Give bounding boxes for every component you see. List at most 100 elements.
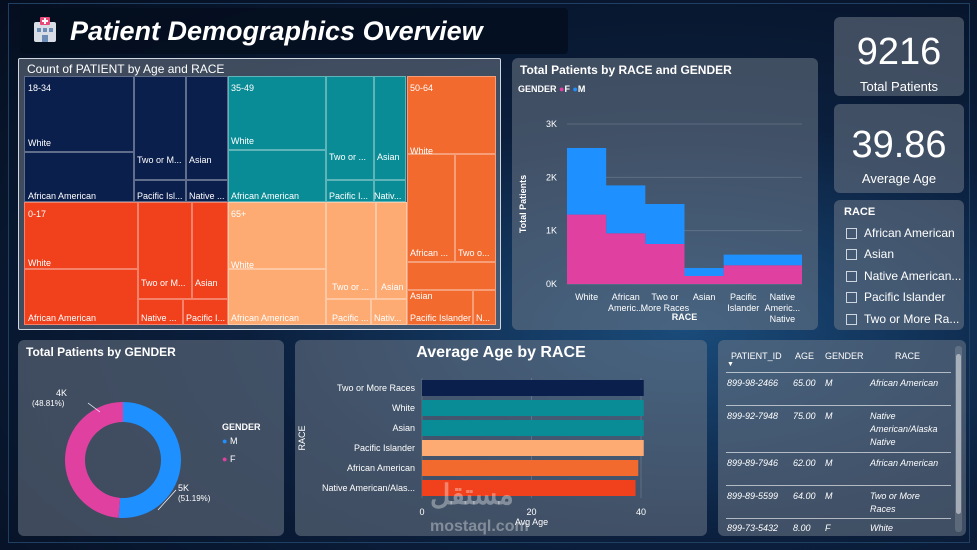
slicer-item[interactable]: African American	[846, 226, 955, 240]
avg-age-title: Average Age by RACE	[416, 344, 586, 361]
col-header-age[interactable]: AGE	[795, 351, 815, 361]
treemap-cell[interactable]	[326, 76, 374, 180]
slicer-item-label: Two or More Ra...	[864, 312, 960, 326]
x-tick-label: 40	[636, 507, 646, 517]
x-tick-label: 20	[526, 507, 536, 517]
scrollbar-thumb[interactable]	[956, 354, 961, 514]
treemap-cell-label: Pacific Islander	[410, 313, 472, 323]
treemap-cell[interactable]	[473, 290, 496, 325]
kpi-total-patients[interactable]: 9216 Total Patients	[834, 17, 964, 96]
treemap-cell[interactable]	[183, 299, 228, 325]
checkbox[interactable]	[846, 291, 857, 303]
kpi-label: Total Patients	[859, 79, 939, 94]
slicer-item-label: Pacific Islander	[864, 290, 946, 304]
header-bar: Patient Demographics Overview	[20, 8, 568, 54]
treemap-cell[interactable]	[134, 180, 186, 202]
x-tick-label: Native	[770, 314, 796, 324]
treemap-cell-label: Pacific I...	[329, 191, 369, 201]
avg-age-panel[interactable]: Average Age by RACE 0 20 40 Two or More Rac…	[295, 340, 707, 536]
row-divider	[726, 452, 951, 453]
treemap-group-label: 50-64	[410, 83, 434, 93]
treemap-cell-label: African American	[231, 313, 300, 323]
treemap-cell[interactable]	[24, 76, 134, 152]
treemap-cell[interactable]	[186, 76, 228, 180]
col-header-race[interactable]: RACE	[895, 351, 921, 361]
avg-age-chart[interactable]: 0 20 40 Two or More Races White Asian Pacific …	[295, 340, 707, 536]
treemap-cell[interactable]	[186, 180, 228, 202]
x-tick-label: White	[575, 292, 598, 302]
sort-desc-icon[interactable]: ▼	[727, 361, 734, 368]
cell-gender: F	[825, 523, 831, 533]
kpi-average-age[interactable]: 39.86 Average Age	[834, 104, 964, 193]
treemap-group-label: 18-34	[28, 83, 52, 93]
cell-age: 75.00	[793, 411, 816, 421]
checkbox[interactable]	[846, 248, 857, 260]
treemap-cell-label: Two or ...	[332, 282, 370, 292]
treemap-cell-label: Native ...	[141, 313, 177, 323]
treemap-cell[interactable]	[228, 269, 326, 325]
x-tick-label: African	[612, 292, 640, 302]
race-gender-panel[interactable]: Total Patients by RACE and GENDER GENDER…	[512, 58, 818, 330]
checkbox[interactable]	[846, 313, 857, 325]
treemap-cell-label: African American	[28, 313, 97, 323]
treemap-cell[interactable]	[407, 76, 496, 154]
treemap-cell-label: Pacific Isl...	[137, 191, 183, 201]
table-scrollbar[interactable]	[955, 346, 962, 532]
leader-line	[157, 489, 177, 511]
col-header-patient-id[interactable]: PATIENT_ID	[731, 351, 782, 361]
treemap-cell-label: Asian	[377, 152, 400, 162]
treemap-cell-label: White	[28, 258, 52, 268]
legend-label-f: F	[229, 454, 236, 464]
treemap-cell[interactable]	[326, 202, 376, 299]
treemap-cell[interactable]	[138, 299, 183, 325]
treemap-cell-label: White	[231, 136, 255, 146]
treemap-cell[interactable]	[407, 262, 496, 290]
x-tick-label: Americ...	[765, 303, 801, 313]
treemap-cell[interactable]	[24, 202, 138, 269]
treemap-cell[interactable]	[228, 76, 326, 150]
treemap-cell[interactable]	[24, 269, 138, 325]
treemap-cell-label: White	[410, 146, 434, 156]
gender-donut-chart[interactable]	[18, 340, 284, 536]
checkbox[interactable]	[846, 270, 857, 282]
treemap-cell[interactable]	[455, 154, 496, 262]
treemap-cell[interactable]	[24, 152, 134, 202]
y-axis-title: Total Patients	[518, 175, 528, 233]
treemap-cell-label: Two or ...	[329, 152, 367, 162]
treemap-cell[interactable]	[228, 202, 326, 269]
cell-race: African American	[870, 458, 939, 468]
treemap-cell[interactable]	[374, 76, 406, 180]
treemap-cell[interactable]	[407, 154, 455, 262]
race-slicer[interactable]: RACE African American Asian Native Ameri…	[834, 200, 964, 330]
treemap-cell-label: Nativ...	[374, 313, 402, 323]
checkbox[interactable]	[846, 227, 857, 239]
treemap-cell[interactable]	[134, 76, 186, 180]
treemap-cell[interactable]	[374, 180, 406, 202]
treemap-cell[interactable]	[407, 290, 473, 325]
treemap-cell-label: Two or M...	[137, 155, 182, 165]
treemap-cell[interactable]	[376, 202, 407, 299]
treemap-cell[interactable]	[138, 202, 192, 299]
treemap-cell[interactable]	[192, 202, 228, 299]
cell-patient-id: 899-89-7946	[727, 458, 779, 468]
treemap-cell[interactable]	[326, 180, 374, 202]
treemap-cell[interactable]	[371, 299, 407, 325]
treemap-cell[interactable]	[326, 299, 371, 325]
slicer-item[interactable]: Native American...	[846, 269, 961, 283]
treemap-group-label: 35-49	[231, 83, 255, 93]
treemap-cell-label: Native ...	[189, 191, 225, 201]
treemap-chart[interactable]: 18-34 White African American Two or M...…	[24, 76, 496, 325]
col-header-gender[interactable]: GENDER	[825, 351, 864, 361]
legend-dot-m-icon: ●	[222, 436, 228, 446]
cell-race: Native American/Alaska Native	[870, 411, 938, 447]
treemap-cell[interactable]	[228, 150, 326, 202]
gender-donut-panel[interactable]: Total Patients by GENDER 4K (48.81%) 5K …	[18, 340, 284, 536]
treemap-cell-label: Two o...	[458, 248, 490, 258]
x-tick-label: Native	[770, 292, 796, 302]
donut-pct-m: (51.19%)	[178, 494, 211, 503]
slicer-item[interactable]: Pacific Islander	[846, 290, 945, 304]
slicer-item[interactable]: Asian	[846, 247, 894, 261]
y-tick-label: Native American/Alas...	[322, 483, 415, 493]
slicer-item[interactable]: Two or More Ra...	[846, 312, 959, 326]
